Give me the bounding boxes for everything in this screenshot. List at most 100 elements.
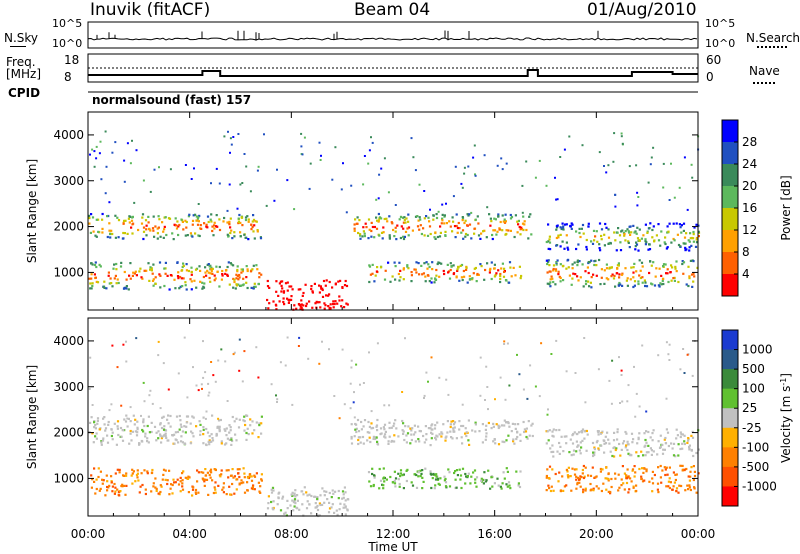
data-cell (695, 223, 698, 226)
data-cell (683, 372, 686, 374)
data-cell (130, 474, 133, 477)
data-cell (661, 469, 664, 472)
data-cell (89, 287, 92, 290)
data-cell (389, 475, 392, 479)
data-cell (308, 503, 311, 506)
data-cell (465, 266, 468, 269)
data-cell (205, 478, 209, 481)
data-cell (357, 430, 361, 433)
data-cell (602, 439, 605, 442)
data-cell (226, 209, 229, 212)
data-cell (140, 472, 143, 475)
data-cell (236, 274, 239, 277)
data-cell (119, 426, 123, 430)
data-cell (565, 223, 568, 226)
data-cell (487, 408, 489, 411)
data-cell (518, 265, 521, 268)
data-cell (253, 285, 256, 288)
data-cell (597, 447, 600, 450)
data-cell (210, 471, 213, 474)
data-cell (626, 440, 629, 443)
data-cell (525, 228, 528, 232)
data-cell (183, 336, 186, 339)
data-cell (311, 290, 314, 293)
data-cell (286, 297, 289, 300)
data-cell (189, 278, 192, 281)
data-cell (519, 228, 522, 231)
data-cell (286, 289, 289, 292)
data-cell (607, 242, 610, 245)
data-cell (158, 261, 162, 264)
data-cell (423, 190, 426, 192)
data-cell (558, 452, 561, 455)
freq-tick-top: 18 (64, 53, 80, 67)
data-cell (549, 270, 552, 273)
data-cell (271, 507, 274, 510)
data-cell (93, 263, 97, 267)
data-cell (126, 417, 129, 420)
data-cell (625, 475, 628, 478)
data-cell (434, 424, 437, 427)
data-cell (214, 481, 217, 484)
data-cell (243, 233, 246, 236)
data-cell (519, 433, 522, 436)
data-cell (169, 487, 172, 490)
data-cell (434, 436, 437, 439)
data-cell (624, 446, 627, 449)
data-cell (313, 282, 316, 285)
data-cell (118, 494, 121, 497)
data-cell (638, 467, 641, 471)
data-cell (507, 229, 510, 232)
data-cell (419, 218, 422, 221)
data-cell (679, 435, 682, 439)
data-cell (331, 489, 334, 492)
data-cell (415, 473, 418, 477)
data-cell (549, 281, 552, 284)
data-cell (576, 264, 579, 267)
data-cell (98, 489, 101, 492)
data-cell (280, 290, 283, 293)
data-cell (662, 265, 665, 268)
data-cell (552, 428, 555, 431)
data-cell (415, 261, 418, 264)
data-cell (190, 178, 193, 180)
data-cell (445, 435, 448, 438)
data-cell (565, 234, 568, 237)
time-tick-label: 08:00 (274, 527, 309, 541)
data-cell (609, 242, 612, 245)
data-cell (130, 226, 133, 229)
data-cell (230, 493, 233, 496)
data-cell (202, 478, 205, 481)
data-cell (185, 226, 188, 229)
data-cell (681, 469, 684, 472)
data-cell (232, 264, 235, 267)
data-cell (157, 437, 160, 440)
data-cell (550, 275, 553, 278)
data-cell (617, 227, 620, 230)
data-cell (209, 468, 213, 471)
data-cell (266, 285, 270, 288)
data-cell (656, 488, 659, 491)
data-cell (226, 233, 229, 236)
data-cell (142, 418, 145, 421)
data-cell (667, 230, 670, 233)
data-cell (284, 282, 288, 285)
data-cell (610, 485, 613, 489)
data-cell (93, 467, 96, 470)
data-cell (123, 484, 126, 487)
data-cell (407, 234, 410, 237)
data-cell (193, 167, 195, 170)
data-cell (592, 454, 595, 458)
data-cell (286, 179, 289, 182)
data-cell (211, 267, 214, 270)
data-cell (126, 425, 129, 428)
data-cell (639, 276, 642, 280)
data-cell (697, 472, 700, 475)
data-cell (267, 495, 270, 498)
data-cell (108, 282, 111, 285)
data-cell (146, 440, 149, 443)
data-cell (489, 267, 492, 270)
data-cell (273, 199, 276, 202)
data-cell (547, 240, 550, 243)
data-cell (585, 245, 588, 249)
